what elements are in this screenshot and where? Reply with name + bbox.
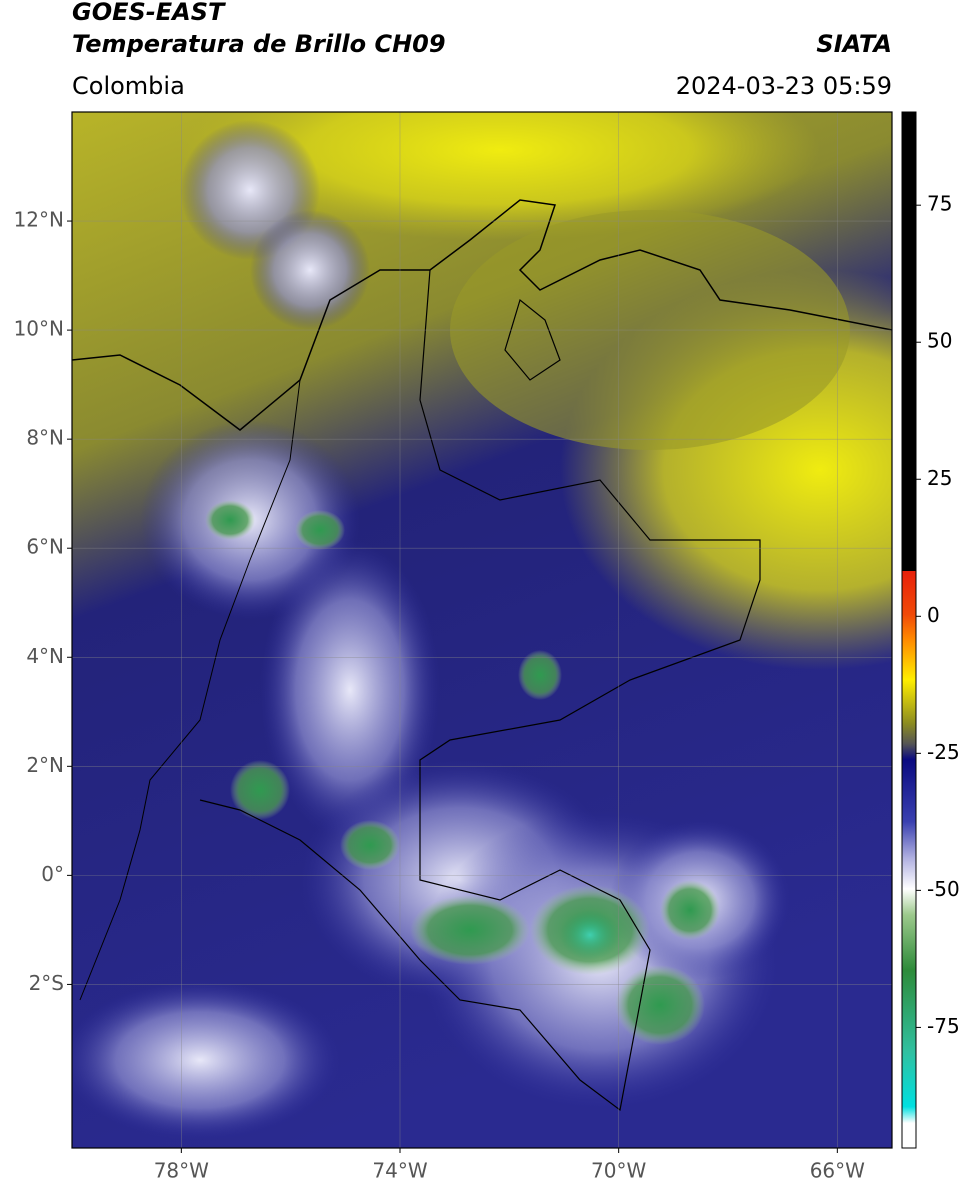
source: SIATA xyxy=(816,30,892,58)
x-tick-label: 66°W xyxy=(810,1159,865,1183)
colorbar-tick-label: 25 xyxy=(927,466,952,490)
colorbar-tick-label: 75 xyxy=(927,192,952,216)
y-tick-label: 12°N xyxy=(14,208,64,232)
x-tick-label: 78°W xyxy=(154,1159,209,1183)
x-tick-label: 74°W xyxy=(372,1159,427,1183)
colorbar-tick-label: 50 xyxy=(927,329,952,353)
y-tick-label: 8°N xyxy=(26,426,64,450)
y-tick-label: 2°S xyxy=(29,971,64,995)
y-tick-label: 0° xyxy=(41,862,64,886)
grid xyxy=(72,112,892,1148)
colorbar-tick-label: 0 xyxy=(927,603,940,627)
y-tick-label: 6°N xyxy=(26,535,64,559)
colorbar xyxy=(901,111,917,1149)
satellite-image xyxy=(72,112,892,1148)
y-tick-label: 10°N xyxy=(14,317,64,341)
title-line2: Temperatura de Brillo CH09 xyxy=(72,30,446,58)
timestamp: 2024-03-23 05:59 xyxy=(676,72,892,100)
title-line1: GOES-EAST xyxy=(72,0,226,26)
colorbar-tick-label: -75 xyxy=(927,1014,960,1038)
colorbar-tick-label: -50 xyxy=(927,877,960,901)
y-tick-label: 2°N xyxy=(26,753,64,777)
colorbar-tick-label: -25 xyxy=(927,740,960,764)
x-tick-label: 70°W xyxy=(591,1159,646,1183)
y-tick-label: 4°N xyxy=(26,644,64,668)
map-frame xyxy=(71,111,893,1149)
region: Colombia xyxy=(72,72,185,100)
